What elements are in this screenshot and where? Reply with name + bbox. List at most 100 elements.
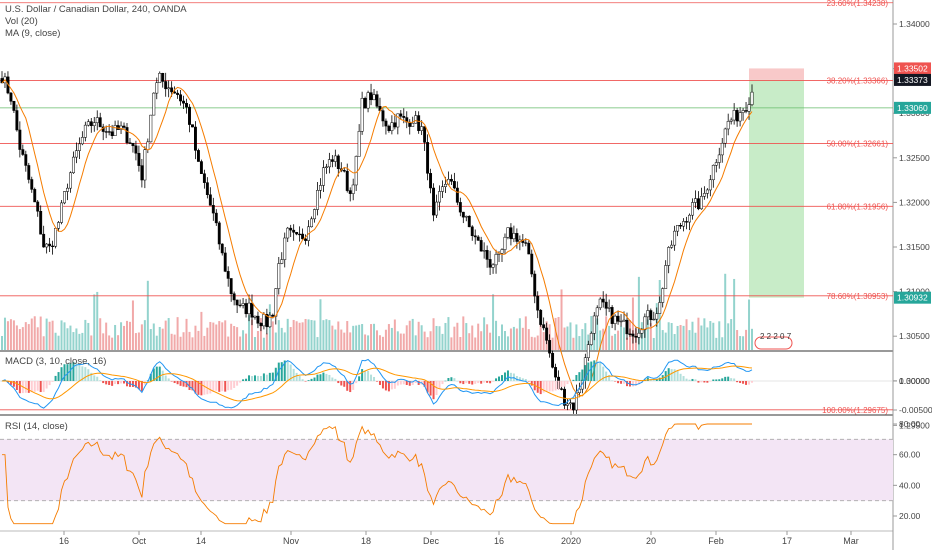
macd-histogram-bar <box>396 381 399 386</box>
macd-histogram-bar <box>527 381 530 382</box>
candle-body <box>268 314 272 328</box>
macd-histogram-bar <box>108 381 111 385</box>
price-tick-label: 1.30500 <box>899 331 930 341</box>
candle-body <box>113 125 117 137</box>
volume-bar <box>245 333 248 350</box>
candle-body <box>464 215 468 218</box>
candle-body <box>226 271 230 279</box>
macd-histogram-bar <box>304 381 307 382</box>
macd-histogram-bar <box>370 374 373 381</box>
volume-bar <box>441 333 444 350</box>
volume-bar <box>63 322 66 350</box>
macd-histogram-bar <box>411 381 414 386</box>
volume-bar <box>456 322 459 350</box>
macd-histogram-bar <box>602 366 605 381</box>
volume-bar <box>649 323 652 350</box>
candle-body <box>470 226 474 236</box>
candle-body <box>336 155 340 169</box>
candle-body <box>441 186 444 192</box>
price-tick-label: 1.31500 <box>899 242 930 252</box>
candle-body <box>202 173 206 183</box>
macd-histogram-bar <box>102 381 105 384</box>
candle-body <box>57 222 60 229</box>
volume-bar <box>81 332 84 350</box>
macd-histogram-bar <box>265 374 268 381</box>
candle-body <box>110 131 114 137</box>
macd-histogram-bar <box>75 362 78 381</box>
volume-bar <box>453 326 456 350</box>
candle-body <box>628 333 632 335</box>
volume-bar <box>498 336 501 350</box>
volume-bar <box>9 319 12 350</box>
candle-body <box>569 402 572 405</box>
macd-histogram-bar <box>161 370 164 381</box>
candle-body <box>485 250 489 260</box>
volume-bar <box>123 325 126 350</box>
macd-histogram-bar <box>608 374 611 381</box>
candle-body <box>494 254 498 266</box>
volume-bar <box>542 332 545 350</box>
macd-histogram-bar <box>364 370 367 381</box>
candle-body <box>670 244 674 248</box>
volume-bar <box>402 333 405 350</box>
candle-body <box>384 120 388 127</box>
candle-body <box>491 264 495 268</box>
volume-bar <box>361 324 364 350</box>
price-tick-label: 1.32000 <box>899 197 930 207</box>
candle-body <box>363 98 367 109</box>
candle-body <box>554 367 558 378</box>
candle-body <box>658 302 662 314</box>
volume-bar <box>596 318 599 350</box>
rsi-tick-label: 60.00 <box>899 450 921 460</box>
macd-histogram-bar <box>274 367 277 381</box>
volume-bar <box>42 336 45 350</box>
macd-histogram-bar <box>126 381 128 387</box>
macd-histogram-bar <box>373 376 376 381</box>
macd-histogram-bar <box>498 376 501 381</box>
candle-body <box>196 150 200 162</box>
macd-histogram-bar <box>253 375 256 381</box>
volume-bar <box>1 335 3 350</box>
volume-bar <box>349 332 352 350</box>
macd-histogram-bar <box>468 381 471 384</box>
macd-histogram-bar <box>123 381 126 384</box>
macd-histogram-bar <box>355 381 358 384</box>
candle-body <box>137 152 141 166</box>
volume-bar <box>557 317 560 350</box>
candle-body <box>164 81 168 90</box>
macd-histogram-bar <box>718 379 721 381</box>
macd-histogram-bar <box>105 381 108 385</box>
candle-body <box>420 126 424 131</box>
volume-bar <box>295 321 298 350</box>
volume-bar <box>411 318 414 350</box>
candle-body <box>616 315 620 322</box>
volume-bar <box>530 336 533 350</box>
macd-histogram-bar <box>584 365 587 381</box>
macd-histogram-bar <box>18 381 21 394</box>
macd-histogram-bar <box>515 376 518 381</box>
volume-bar <box>376 330 378 350</box>
candle-body <box>613 315 617 324</box>
candle-body <box>542 324 546 329</box>
volume-bar <box>271 321 274 350</box>
macd-histogram-bar <box>673 369 676 381</box>
candle-body <box>60 202 63 223</box>
candle-body <box>673 230 677 246</box>
candle-body <box>512 233 516 240</box>
volume-bar <box>721 337 724 350</box>
candle-body <box>563 388 566 406</box>
candle-body <box>348 190 352 194</box>
macd-histogram-bar <box>42 381 45 393</box>
volume-bar <box>614 333 617 350</box>
volume-bar <box>730 319 733 350</box>
volume-bar <box>399 333 402 350</box>
candle-body <box>372 94 376 101</box>
macd-histogram-bar <box>15 381 18 391</box>
candle-body <box>167 87 171 90</box>
volume-bar <box>322 320 325 350</box>
candle-body <box>744 110 748 112</box>
candle-body <box>66 187 69 192</box>
volume-bar <box>533 337 536 350</box>
volume-bar <box>724 273 727 350</box>
